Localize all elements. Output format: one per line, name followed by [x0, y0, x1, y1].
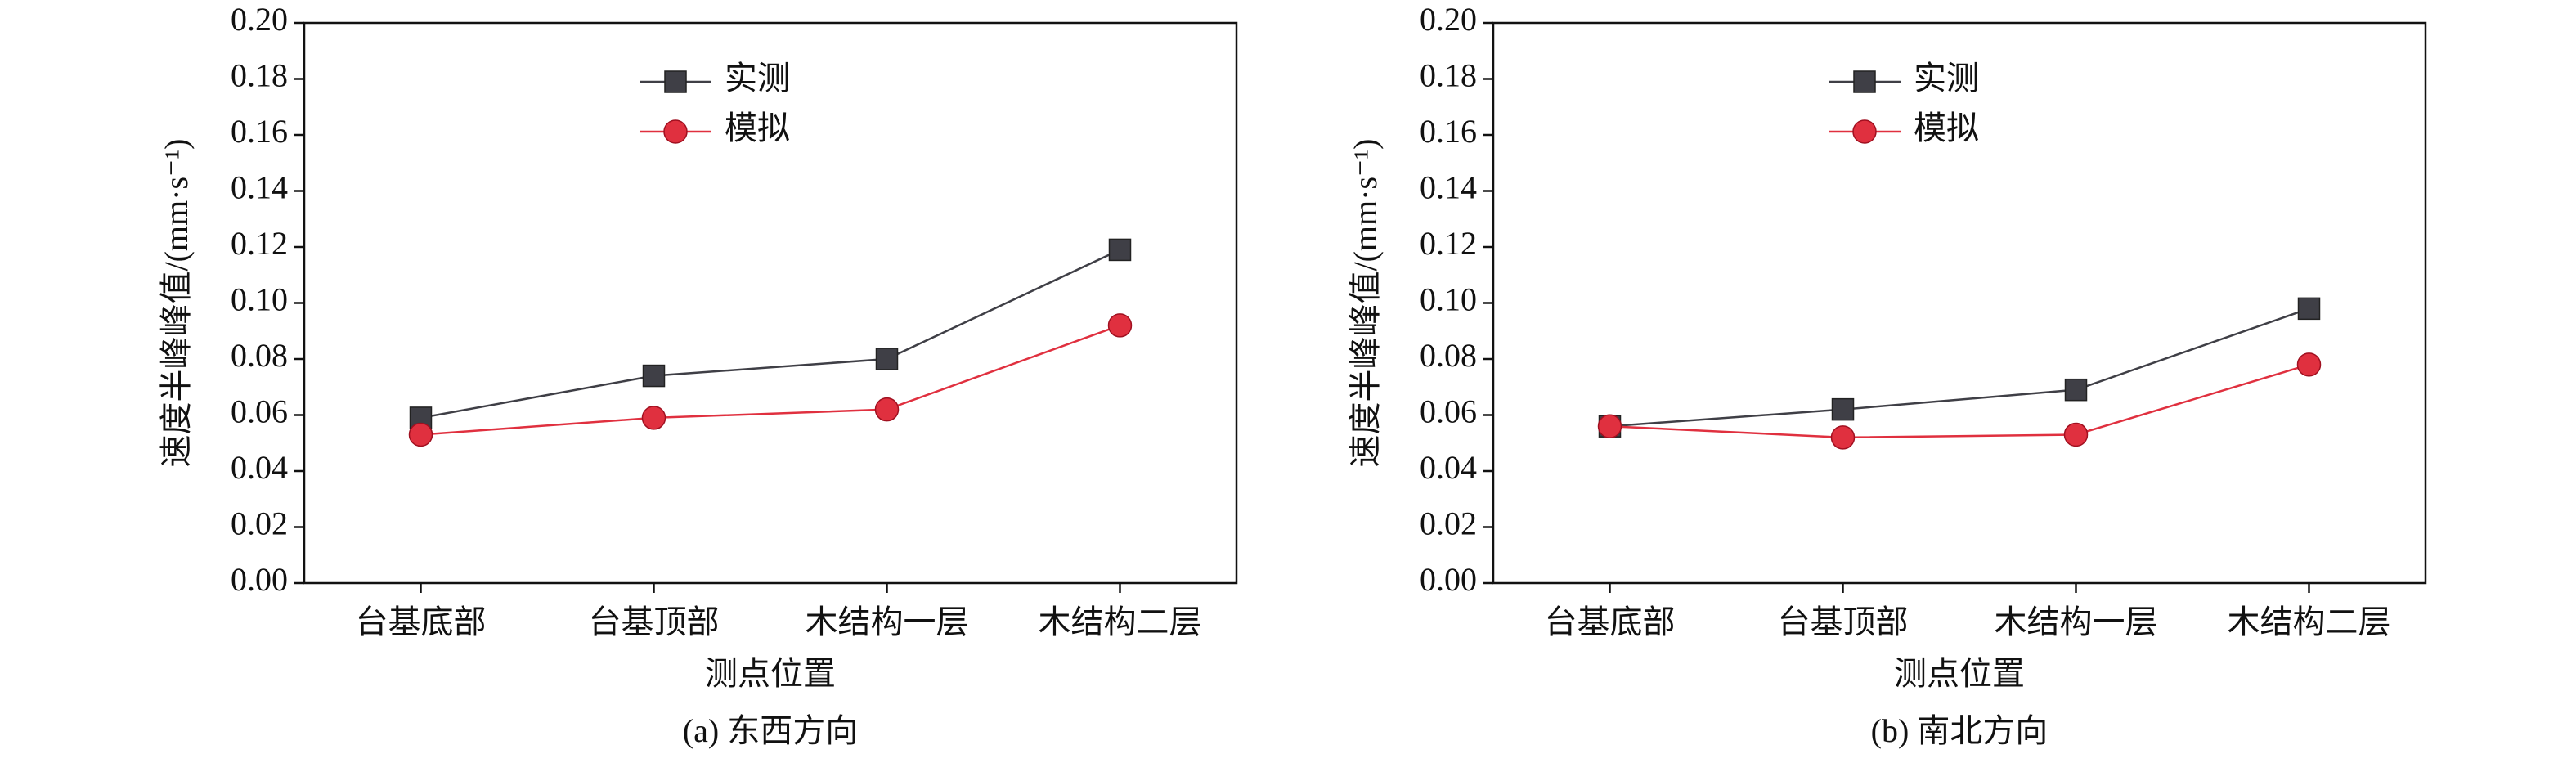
y-tick-label: 0.16	[1420, 113, 1477, 150]
marker	[2064, 378, 2088, 402]
y-tick-label: 0.04	[1420, 449, 1477, 486]
y-tick-label: 0.04	[231, 449, 288, 486]
y-axis-label: 速度半峰峰值/(mm·s⁻¹)	[1347, 139, 1384, 468]
caption: (b) 南北方向	[1871, 712, 2049, 749]
y-tick-label: 0.10	[231, 281, 288, 318]
series-line	[420, 324, 1120, 436]
legend-label: 模拟	[1914, 110, 1979, 146]
y-tick-label: 0.14	[231, 169, 288, 206]
marker	[1830, 425, 1856, 450]
y-tick-label: 0.02	[1420, 505, 1477, 542]
marker	[875, 348, 899, 370]
y-tick-label: 0.10	[1420, 281, 1477, 318]
y-axis-label: 速度半峰峰值/(mm·s⁻¹)	[158, 139, 195, 468]
y-tick-label: 0.16	[231, 113, 288, 150]
legend-label: 实测	[1914, 60, 1979, 96]
x-tick-label: 台基底部	[356, 604, 487, 640]
series-line	[420, 249, 1121, 420]
marker	[1108, 238, 1132, 262]
legend-label: 实测	[725, 60, 790, 96]
marker	[1852, 119, 1877, 144]
marker	[408, 422, 433, 447]
y-tick-label: 0.18	[231, 57, 288, 94]
x-axis-label: 测点位置	[705, 655, 836, 692]
marker	[663, 119, 688, 144]
y-tick-label: 0.06	[231, 393, 288, 430]
marker	[2296, 352, 2322, 377]
y-tick-label: 0.08	[231, 337, 288, 374]
y-tick-label: 0.18	[1420, 57, 1477, 94]
x-tick-label: 木结构一层	[806, 604, 969, 640]
y-tick-label: 0.02	[231, 505, 288, 542]
x-tick-label: 台基顶部	[1778, 604, 1909, 640]
series-line	[1609, 307, 2309, 428]
y-tick-label: 0.20	[1420, 1, 1477, 38]
chart: 0.00 0.02 0.04 0.06 0.08 0.10 0.12 0.14 0.16 0.18…	[1347, 1, 2427, 749]
x-tick-label: 台基底部	[1545, 604, 1676, 640]
y-tick-label: 0.20	[231, 1, 288, 38]
legend-label: 模拟	[725, 110, 790, 146]
marker	[2297, 297, 2321, 321]
x-tick-label: 木结构二层	[1039, 604, 1202, 640]
plot-frame	[303, 21, 1238, 585]
y-tick-label: 0.12	[231, 225, 288, 262]
marker	[1831, 397, 1855, 421]
marker	[874, 397, 900, 422]
caption: (a) 东西方向	[683, 712, 858, 749]
marker	[2063, 422, 2089, 447]
y-tick-label: 0.08	[1420, 337, 1477, 374]
marker	[1597, 414, 1622, 438]
plot-frame	[1492, 21, 2427, 585]
y-tick-label: 0.06	[1420, 393, 1477, 430]
x-tick-label: 木结构二层	[2228, 604, 2391, 640]
chart: 0.00 0.02 0.04 0.06 0.08 0.10 0.12 0.14 0.16 0.18…	[158, 1, 1238, 749]
y-tick-label: 0.00	[1420, 561, 1477, 598]
y-tick-label: 0.12	[1420, 225, 1477, 262]
marker	[664, 70, 687, 93]
marker	[1107, 313, 1133, 338]
series-line	[1609, 363, 2309, 439]
marker	[641, 406, 666, 430]
y-tick-label: 0.00	[231, 561, 288, 598]
marker	[1853, 70, 1876, 93]
x-tick-label: 木结构一层	[1995, 604, 2158, 640]
x-tick-label: 台基顶部	[589, 604, 720, 640]
marker	[642, 364, 666, 388]
x-axis-label: 测点位置	[1894, 655, 2025, 692]
y-tick-label: 0.14	[1420, 169, 1477, 206]
